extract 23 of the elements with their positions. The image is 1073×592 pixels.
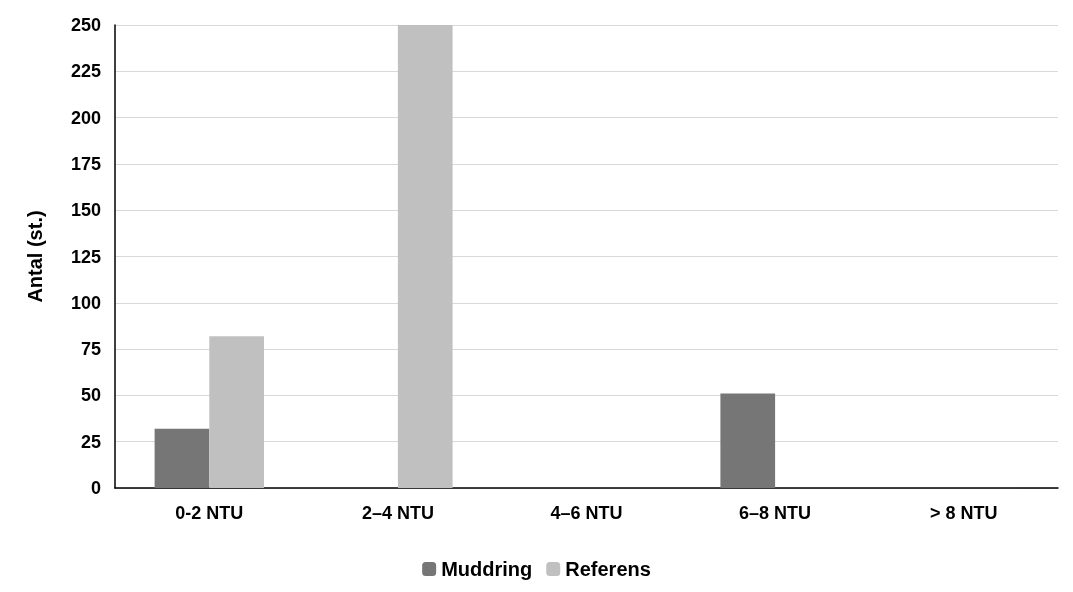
y-tick-label: 250 [70, 15, 101, 35]
x-tick-label: 6–8 NTU [739, 503, 812, 523]
y-tick-label: 175 [70, 153, 101, 174]
y-tick-label: 125 [70, 246, 101, 267]
x-tick-label: 4–6 NTU [550, 503, 623, 523]
y-tick-label: 75 [80, 339, 101, 360]
bar [154, 428, 210, 488]
bar [397, 25, 453, 488]
x-tick-label: > 8 NTU [929, 503, 998, 523]
x-tick-label: 0-2 NTU [175, 503, 244, 523]
x-tick-label: 2–4 NTU [361, 503, 434, 523]
bar [209, 336, 264, 488]
y-tick-label: 150 [70, 200, 101, 221]
y-tick-label: 225 [70, 61, 101, 82]
y-tick-label: 0 [90, 478, 101, 498]
bar [720, 393, 776, 488]
y-axis-title: Antal (st.) [24, 210, 46, 303]
y-tick-label: 50 [80, 385, 101, 406]
legend-label: Muddring [441, 558, 533, 580]
y-tick-label: 100 [70, 292, 101, 313]
y-tick-label: 25 [80, 431, 101, 452]
legend-label: Referens [565, 558, 651, 580]
y-tick-label: 200 [70, 107, 101, 128]
